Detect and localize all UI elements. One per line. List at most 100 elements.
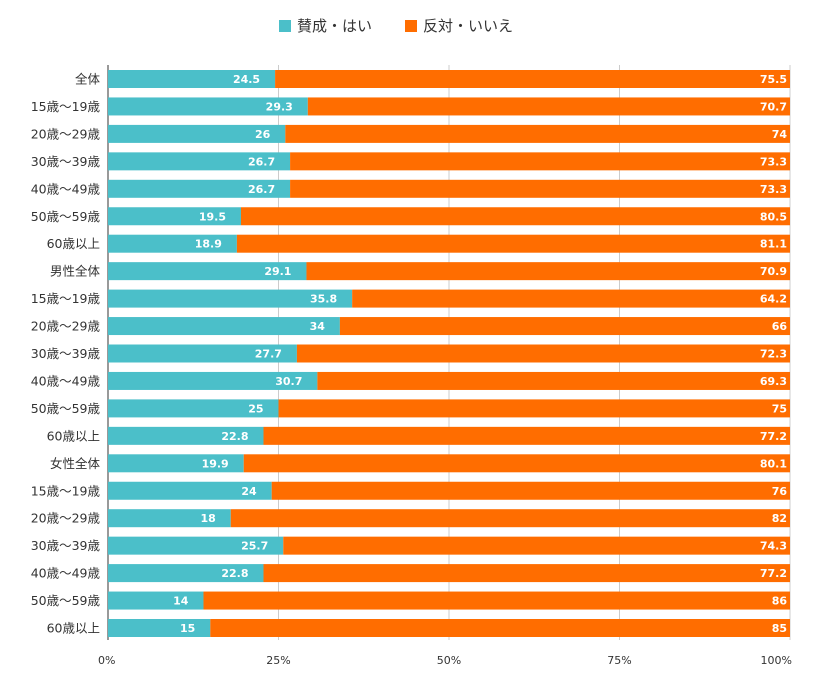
bar-s0-r12: [108, 399, 279, 418]
bar-s1-r0: [275, 70, 791, 88]
bar-s0-r13: [108, 426, 264, 445]
legend-label-0: 賛成・はい: [297, 17, 372, 35]
value-label-s0-r11: 30.7: [275, 375, 302, 388]
value-label-s0-r15: 24: [241, 485, 257, 498]
value-label-s1-r11: 69.3: [760, 375, 787, 388]
bar-s0-r9: [108, 317, 340, 336]
value-label-s1-r12: 75: [772, 402, 787, 415]
category-label-20: 60歳以上: [47, 621, 100, 636]
value-label-s0-r4: 26.7: [248, 183, 275, 196]
category-label-18: 40歳～49歳: [31, 566, 101, 581]
value-label-s1-r14: 80.1: [760, 457, 787, 470]
value-label-s0-r16: 18: [200, 512, 215, 525]
value-label-s0-r18: 22.8: [221, 567, 248, 580]
bar-s0-r17: [108, 536, 284, 555]
bar-s0-r0: [108, 70, 276, 88]
value-label-s1-r5: 80.5: [760, 210, 787, 223]
bar-s1-r10: [296, 344, 790, 363]
bar-s0-r2: [108, 124, 286, 143]
bar-s1-r20: [210, 619, 791, 637]
category-label-0: 全体: [75, 72, 101, 87]
x-tick-label-3: 75%: [607, 654, 631, 667]
category-label-2: 20歳～29歳: [31, 126, 101, 141]
value-label-s0-r19: 14: [173, 595, 189, 608]
value-label-s1-r7: 70.9: [760, 265, 787, 278]
category-label-17: 30歳～39歳: [31, 538, 101, 553]
value-label-s0-r17: 25.7: [241, 540, 268, 553]
value-label-s1-r10: 72.3: [760, 348, 787, 361]
bar-s0-r4: [108, 179, 291, 198]
bar-s0-r11: [108, 371, 318, 390]
bar-s0-r18: [108, 564, 264, 583]
category-label-3: 30歳～39歳: [31, 154, 101, 169]
value-label-s0-r3: 26.7: [248, 155, 275, 168]
category-label-1: 15歳～19歳: [31, 99, 101, 114]
value-label-s0-r10: 27.7: [255, 348, 282, 361]
category-label-15: 15歳～19歳: [31, 483, 101, 498]
value-label-s1-r8: 64.2: [760, 293, 787, 306]
category-label-6: 60歳以上: [47, 236, 100, 251]
bar-s0-r14: [108, 454, 244, 473]
bar-s0-r16: [108, 509, 231, 528]
bar-s0-r10: [108, 344, 297, 363]
value-label-s1-r1: 70.7: [760, 100, 787, 113]
category-label-7: 男性全体: [50, 264, 101, 279]
bar-s0-r15: [108, 481, 272, 500]
category-label-11: 40歳～49歳: [31, 373, 101, 388]
bar-s1-r11: [317, 371, 790, 390]
legend-swatch-0: [279, 20, 291, 32]
bar-s1-r16: [230, 509, 790, 528]
category-label-4: 40歳～49歳: [31, 181, 101, 196]
category-label-9: 20歳～29歳: [31, 319, 101, 334]
value-label-s1-r15: 76: [772, 485, 788, 498]
category-label-19: 50歳～59歳: [31, 593, 101, 608]
bar-s1-r3: [290, 152, 790, 171]
bar-s1-r1: [307, 97, 790, 116]
bar-s1-r9: [339, 317, 790, 336]
category-label-14: 女性全体: [50, 456, 101, 471]
category-label-13: 60歳以上: [47, 428, 100, 443]
bars: 24.5 75.5 29.3 70.7 26 74 26.7 73.3 26.7 73.3 19.5…: [108, 70, 791, 637]
value-label-s0-r2: 26: [255, 128, 271, 141]
x-tick-label-1: 25%: [266, 654, 290, 667]
value-label-s1-r6: 81.1: [760, 238, 787, 251]
x-tick-label-0: 0%: [98, 654, 115, 667]
bar-s1-r6: [236, 234, 790, 253]
value-label-s0-r9: 34: [310, 320, 326, 333]
bar-s1-r17: [283, 536, 790, 555]
bar-s0-r5: [108, 207, 241, 226]
bar-s1-r14: [243, 454, 790, 473]
value-label-s0-r1: 29.3: [266, 100, 293, 113]
bar-s1-r4: [290, 179, 790, 198]
category-label-8: 15歳～19歳: [31, 291, 101, 306]
bar-s1-r8: [352, 289, 790, 308]
value-label-s0-r8: 35.8: [310, 293, 337, 306]
value-label-s1-r4: 73.3: [760, 183, 787, 196]
bar-s0-r20: [108, 619, 211, 637]
value-label-s1-r18: 77.2: [760, 567, 787, 580]
bar-s0-r6: [108, 234, 237, 253]
legend-swatch-1: [405, 20, 417, 32]
value-label-s0-r0: 24.5: [233, 73, 260, 86]
bar-s1-r5: [240, 207, 791, 226]
value-label-s0-r7: 29.1: [264, 265, 291, 278]
bar-s1-r19: [203, 591, 791, 610]
value-label-s1-r9: 66: [772, 320, 788, 333]
bar-s1-r2: [285, 124, 790, 143]
value-label-s1-r17: 74.3: [760, 540, 787, 553]
value-label-s1-r20: 85: [772, 622, 787, 635]
bar-s1-r13: [263, 426, 791, 445]
value-label-s0-r6: 18.9: [195, 238, 222, 251]
bar-s0-r19: [108, 591, 204, 610]
category-label-12: 50歳～59歳: [31, 401, 101, 416]
category-label-16: 20歳～29歳: [31, 511, 101, 526]
x-tick-label-2: 50%: [437, 654, 461, 667]
value-label-s0-r13: 22.8: [221, 430, 248, 443]
value-label-s0-r5: 19.5: [199, 210, 226, 223]
value-label-s1-r19: 86: [772, 595, 788, 608]
value-label-s0-r20: 15: [180, 622, 195, 635]
legend-label-1: 反対・いいえ: [423, 17, 513, 35]
category-label-10: 30歳～39歳: [31, 346, 101, 361]
value-label-s0-r12: 25: [248, 402, 263, 415]
